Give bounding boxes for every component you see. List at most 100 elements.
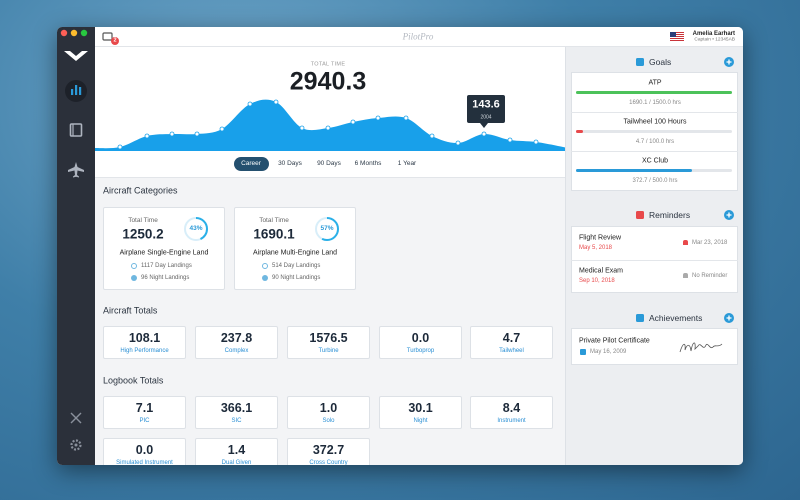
total-tile	[195, 396, 278, 429]
divider	[571, 260, 738, 261]
signature	[679, 342, 723, 353]
active-tab[interactable]	[234, 157, 269, 171]
total-tile	[470, 396, 553, 429]
panel-heading: Achievements	[649, 312, 703, 323]
goal-name: ATP	[648, 79, 662, 87]
add-plus	[726, 59, 732, 65]
chart-point	[507, 137, 513, 143]
range-tab[interactable]: 1 Year	[397, 159, 417, 167]
total-label: Simulated Instrument	[116, 460, 173, 465]
time-area	[95, 99, 566, 151]
inbox-icon	[102, 32, 113, 41]
chart-point	[325, 125, 331, 131]
tools-nav[interactable]	[70, 412, 82, 424]
aircraft-nav[interactable]	[68, 162, 84, 178]
total-label: Turboprop	[406, 348, 435, 354]
add-button[interactable]	[724, 57, 734, 67]
percent-ring	[184, 217, 208, 241]
summary-value: 2940.3	[289, 67, 367, 96]
category-name: Airplane Multi-Engine Land	[252, 249, 338, 257]
add-button[interactable]	[724, 313, 734, 323]
tooltip-value: 143.6	[472, 98, 500, 111]
reminders-card	[571, 226, 738, 293]
zoom-button[interactable]	[80, 29, 88, 37]
user-subtitle: Captain • 12345AB	[694, 37, 735, 43]
day-landings: 1117 Day Landings	[141, 263, 192, 269]
flag-canton	[670, 32, 676, 37]
minimize-button[interactable]	[70, 29, 78, 37]
sidebar	[57, 27, 95, 465]
total-label: Solo	[322, 418, 335, 424]
add-button[interactable]	[724, 210, 734, 220]
chart-point	[481, 131, 487, 137]
tooltip-pointer	[480, 123, 488, 128]
total-tile	[103, 326, 186, 359]
reminder-name: Flight Review	[579, 234, 622, 242]
night-icon	[262, 275, 268, 281]
summary-label: TOTAL TIME	[310, 61, 346, 68]
goal-bar	[576, 169, 693, 172]
total-label: Dual Given	[221, 460, 252, 465]
total-label: Cross Country	[309, 460, 348, 465]
range-tab[interactable]: 90 Days	[317, 159, 341, 167]
total-value: 0.0	[411, 330, 430, 345]
logbook-nav[interactable]	[69, 123, 83, 137]
flag-stripe	[670, 34, 684, 35]
total-tile	[287, 326, 370, 359]
total-value: 372.7	[312, 442, 345, 457]
flag-stripe	[670, 36, 684, 37]
calendar-icon	[580, 349, 586, 355]
total-value: 1576.5	[309, 330, 348, 345]
chart-point	[533, 139, 539, 145]
panel-heading: Goals	[649, 56, 672, 67]
flag-stripe	[670, 32, 684, 33]
range-tab[interactable]: 30 Days	[278, 159, 302, 167]
reminder-due: Sep 10, 2018	[579, 278, 615, 284]
dashboard-nav[interactable]	[65, 80, 87, 102]
logo	[64, 51, 88, 61]
total-value: 8.4	[502, 400, 521, 415]
close-button[interactable]	[60, 29, 68, 37]
chart-point	[429, 133, 435, 139]
divider	[571, 151, 738, 152]
settings-nav[interactable]	[70, 439, 82, 451]
total-label: Night	[413, 418, 428, 424]
total-label: Complex	[224, 348, 249, 354]
total-value: 237.8	[220, 330, 253, 345]
range-tab[interactable]: Career	[241, 159, 261, 167]
total-tile	[287, 396, 370, 429]
app-window: 2 PilotPro Amelia Earhart Captain • 12345AB…	[57, 27, 743, 465]
goal-progress: 4.7 / 100.0 hrs	[635, 139, 675, 145]
total-value: 366.1	[220, 400, 253, 415]
sidebar-icons	[60, 29, 88, 451]
night-landings: 96 Night Landings	[141, 275, 190, 281]
goal-track	[576, 130, 732, 133]
chart-point	[350, 119, 356, 125]
chart-point	[144, 133, 150, 139]
chart-point	[299, 125, 305, 131]
total-label: SIC	[231, 418, 242, 424]
goal-progress: 1690.1 / 1500.0 hrs	[629, 100, 681, 106]
total-tile	[103, 438, 186, 465]
total-value: 108.1	[128, 330, 161, 345]
heading-icon	[636, 58, 644, 66]
reminder-date: No Reminder	[692, 273, 728, 279]
total-value: 4.7	[502, 330, 521, 345]
flag-stripe	[670, 38, 684, 39]
total-value: 1.0	[319, 400, 338, 415]
app-title: PilotPro	[402, 31, 434, 42]
total-tile	[195, 326, 278, 359]
notifications-button[interactable]	[102, 32, 115, 42]
notification-badge	[111, 37, 119, 45]
goal-progress: 372.7 / 500.0 hrs	[632, 178, 678, 184]
total-label: PIC	[139, 418, 150, 424]
range-tab[interactable]: 6 Months	[354, 159, 382, 167]
total-tile	[470, 326, 553, 359]
total-value: 30.1	[408, 400, 433, 415]
ring-label: 57%	[320, 224, 334, 232]
day-icon	[131, 263, 137, 269]
percent-ring	[315, 217, 339, 241]
bell-icon	[683, 240, 688, 245]
user-name: Amelia Earhart	[692, 31, 735, 37]
